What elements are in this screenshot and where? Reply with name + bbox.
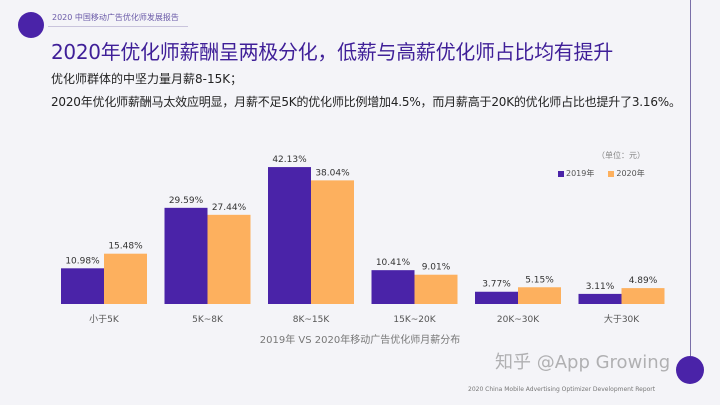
bar-2019年-大于30K bbox=[578, 293, 622, 304]
bar-2019年-15K~20K bbox=[371, 270, 415, 304]
page-number-circle bbox=[676, 356, 704, 384]
unit-note: （单位：元） bbox=[597, 151, 645, 160]
legend-item-2020: 2020年 bbox=[608, 168, 645, 179]
bar-2020年-5K~8K bbox=[207, 214, 251, 304]
data-label: 3.77% bbox=[482, 280, 511, 290]
bar-2020年-20K~30K bbox=[518, 287, 561, 304]
category-label: 20K~30K bbox=[497, 315, 540, 325]
bar-2019年-8K~15K bbox=[268, 167, 311, 304]
legend: 2019年 2020年 bbox=[558, 168, 645, 179]
bar-2020年-8K~15K bbox=[311, 180, 354, 304]
bar-2020年-小于5K bbox=[104, 253, 147, 304]
legend-label: 2020年 bbox=[616, 169, 645, 178]
header-divider bbox=[48, 26, 188, 27]
data-label: 10.98% bbox=[65, 256, 100, 266]
category-label: 15K~20K bbox=[393, 315, 436, 325]
data-label: 4.89% bbox=[629, 276, 658, 286]
bar-2019年-小于5K bbox=[61, 268, 104, 304]
category-label: 大于30K bbox=[604, 313, 640, 325]
data-label: 5.15% bbox=[525, 275, 554, 285]
category-label: 8K~15K bbox=[293, 315, 331, 325]
logo-dot bbox=[18, 12, 44, 38]
footer-text: 2020 China Mobile Advertising Optimizer … bbox=[468, 386, 656, 393]
watermark: 知乎 @App Growing bbox=[495, 352, 671, 373]
data-label: 38.04% bbox=[315, 168, 350, 178]
report-title: 2020 中国移动广告优化师发展报告 bbox=[52, 13, 179, 22]
bar-2020年-大于30K bbox=[621, 288, 665, 304]
subtitle-2: 2020年优化师薪酬马太效应明显，月薪不足5K的优化师比例增加4.5%，而月薪高… bbox=[51, 95, 681, 109]
category-label: 小于5K bbox=[89, 314, 120, 325]
category-label: 5K~8K bbox=[192, 315, 224, 325]
data-label: 10.41% bbox=[376, 258, 411, 268]
data-label: 42.13% bbox=[272, 155, 307, 165]
chart-title: 2019年 VS 2020年移动广告优化师月薪分布 bbox=[260, 333, 460, 346]
frame-line bbox=[690, 0, 691, 356]
page-title: 2020年优化师薪酬呈两极分化，低薪与高薪优化师占比均有提升 bbox=[51, 40, 613, 64]
data-label: 15.48% bbox=[108, 242, 143, 252]
data-label: 9.01% bbox=[422, 263, 451, 273]
bar-2020年-15K~20K bbox=[414, 274, 458, 304]
subtitle-1: 优化师群体的中坚力量月薪8-15K； bbox=[51, 72, 243, 86]
bar-2019年-5K~8K bbox=[164, 207, 208, 304]
legend-label: 2019年 bbox=[566, 169, 595, 178]
data-label: 27.44% bbox=[212, 203, 247, 213]
bar-2019年-20K~30K bbox=[475, 291, 518, 304]
legend-swatch-2020 bbox=[608, 170, 615, 177]
data-label: 3.11% bbox=[586, 282, 615, 292]
legend-item-2019: 2019年 bbox=[558, 168, 594, 179]
data-label: 29.59% bbox=[169, 196, 204, 206]
legend-swatch-2019 bbox=[558, 170, 564, 177]
